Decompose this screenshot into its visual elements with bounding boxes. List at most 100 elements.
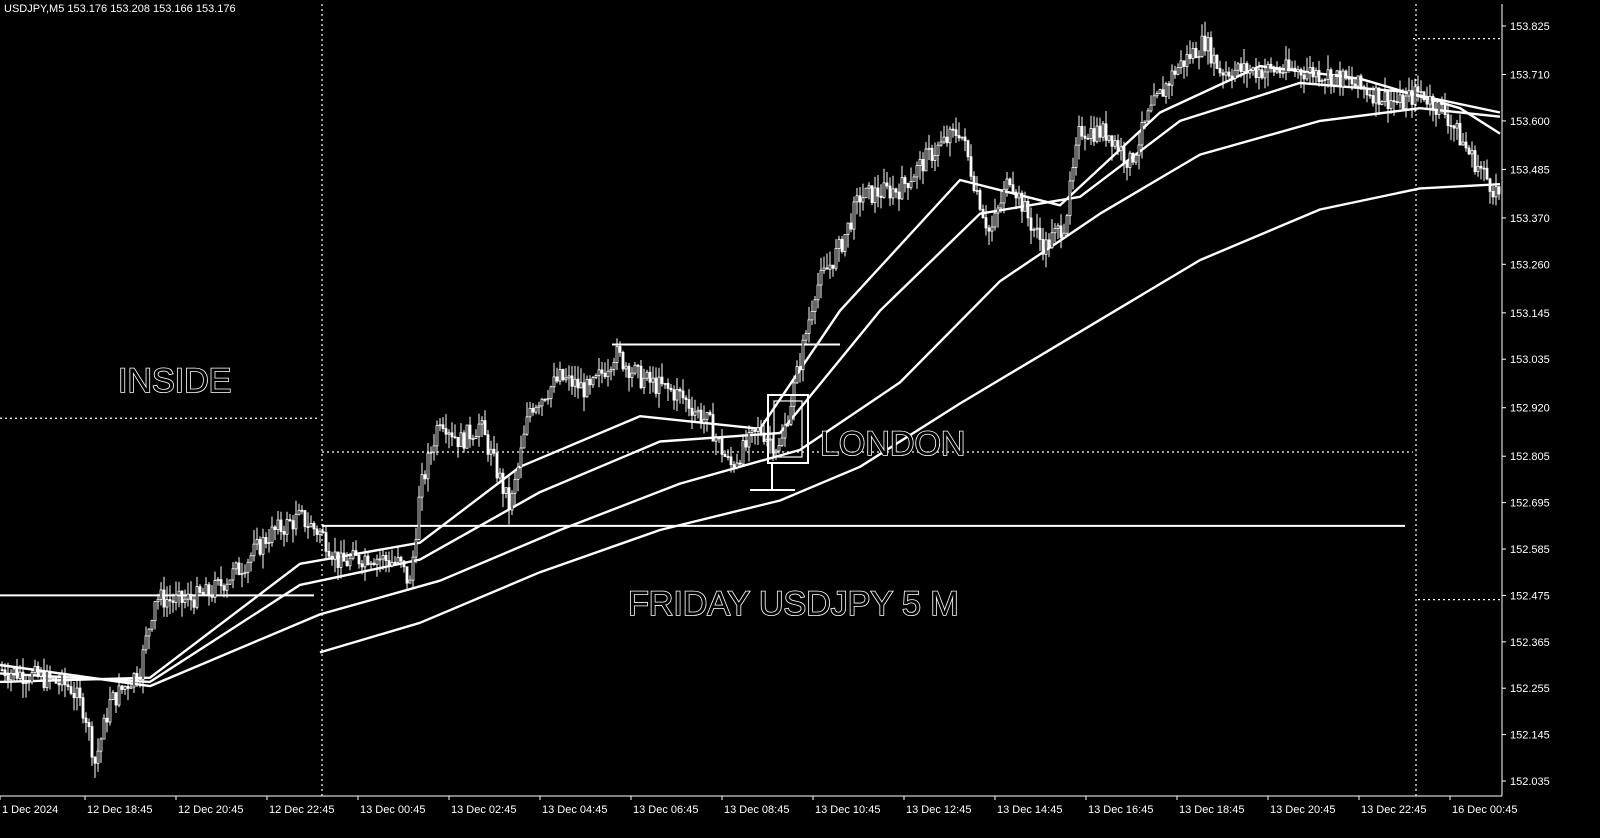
candle: [849, 213, 853, 233]
candle: [675, 378, 679, 411]
candle: [108, 686, 112, 726]
candle: [1113, 135, 1117, 150]
candle: [738, 459, 742, 469]
y-tick-label: 152.475: [1510, 590, 1550, 602]
candle-body: [657, 376, 661, 394]
candle: [1023, 191, 1027, 212]
candle: [495, 443, 499, 483]
candle: [1179, 50, 1183, 75]
candle: [1419, 80, 1423, 103]
candle: [0, 661, 4, 672]
candle: [1365, 82, 1369, 103]
candle: [969, 144, 973, 181]
candle-body: [777, 445, 781, 452]
candle-body: [387, 560, 391, 567]
candle-body: [663, 382, 667, 385]
candle-body: [1386, 91, 1390, 109]
candle-body: [279, 519, 283, 532]
candle: [1494, 173, 1498, 206]
candle: [903, 175, 907, 193]
candle-body: [1164, 83, 1168, 97]
candle-body: [1302, 74, 1306, 80]
candle-body: [999, 202, 1003, 209]
candle-body: [876, 187, 880, 197]
candle: [864, 187, 868, 199]
candle-body: [213, 580, 217, 598]
candle-body: [870, 185, 874, 204]
candle-body: [1077, 125, 1081, 146]
candle: [90, 721, 94, 766]
candle: [612, 357, 616, 376]
candle-body: [894, 188, 898, 193]
y-tick-label: 152.035: [1510, 776, 1550, 788]
x-tick-label: 12 Dec 22:45: [269, 804, 334, 816]
candle-body: [36, 665, 40, 677]
candle-body: [1017, 192, 1021, 199]
candle: [993, 198, 997, 231]
candle-body: [267, 542, 271, 544]
candle-body: [1359, 75, 1363, 88]
candle-body: [99, 738, 103, 752]
candle: [531, 403, 535, 416]
candle-body: [423, 474, 427, 480]
candle-body: [471, 438, 475, 440]
candle: [399, 555, 403, 568]
candle: [327, 542, 331, 558]
candle: [981, 204, 985, 219]
candle-body: [873, 187, 877, 204]
candle-body: [1443, 104, 1447, 116]
candle: [36, 661, 40, 679]
candle-body: [1326, 69, 1330, 80]
candle: [456, 436, 460, 458]
candle-body: [681, 390, 685, 399]
candle: [777, 437, 781, 454]
candle-body: [201, 591, 205, 596]
candle: [1245, 61, 1249, 88]
candle: [297, 503, 301, 516]
candle-body: [858, 195, 862, 203]
candle: [492, 436, 496, 457]
candle-body: [444, 428, 448, 435]
candle-body: [1356, 75, 1360, 87]
candle-body: [615, 346, 619, 363]
candle-body: [336, 551, 340, 568]
candle: [843, 234, 847, 257]
candle: [783, 412, 787, 447]
candle-body: [1341, 70, 1345, 88]
candle: [897, 183, 901, 211]
candle-body: [192, 599, 196, 608]
candle-body: [690, 407, 694, 416]
candle: [1185, 45, 1189, 77]
candle: [1356, 75, 1360, 99]
candle-body: [1248, 70, 1252, 74]
candle-body: [111, 692, 115, 700]
candle-body: [1026, 201, 1030, 219]
candle: [1086, 133, 1090, 140]
candle: [990, 215, 994, 242]
candle: [216, 576, 220, 586]
candle: [1485, 159, 1489, 181]
candle-body: [126, 685, 130, 689]
candle: [852, 196, 856, 240]
candle-body: [1065, 215, 1069, 234]
candle-body: [1095, 125, 1099, 142]
annotation-friday: FRIDAY USDJPY 5 M: [628, 585, 959, 623]
candle-body: [1167, 83, 1171, 86]
candle: [72, 682, 76, 711]
candle: [324, 525, 328, 559]
candle-body: [42, 671, 46, 689]
candle: [141, 644, 145, 694]
candle: [552, 362, 556, 393]
candle: [1329, 67, 1333, 94]
candle-body: [546, 398, 550, 401]
candle: [444, 414, 448, 444]
candle: [228, 579, 232, 586]
candle: [513, 471, 517, 506]
candle: [1116, 134, 1120, 156]
candle-body: [813, 299, 817, 312]
candle: [48, 665, 52, 690]
candle-body: [918, 158, 922, 166]
candle-body: [303, 510, 307, 528]
candle-body: [1425, 99, 1429, 105]
